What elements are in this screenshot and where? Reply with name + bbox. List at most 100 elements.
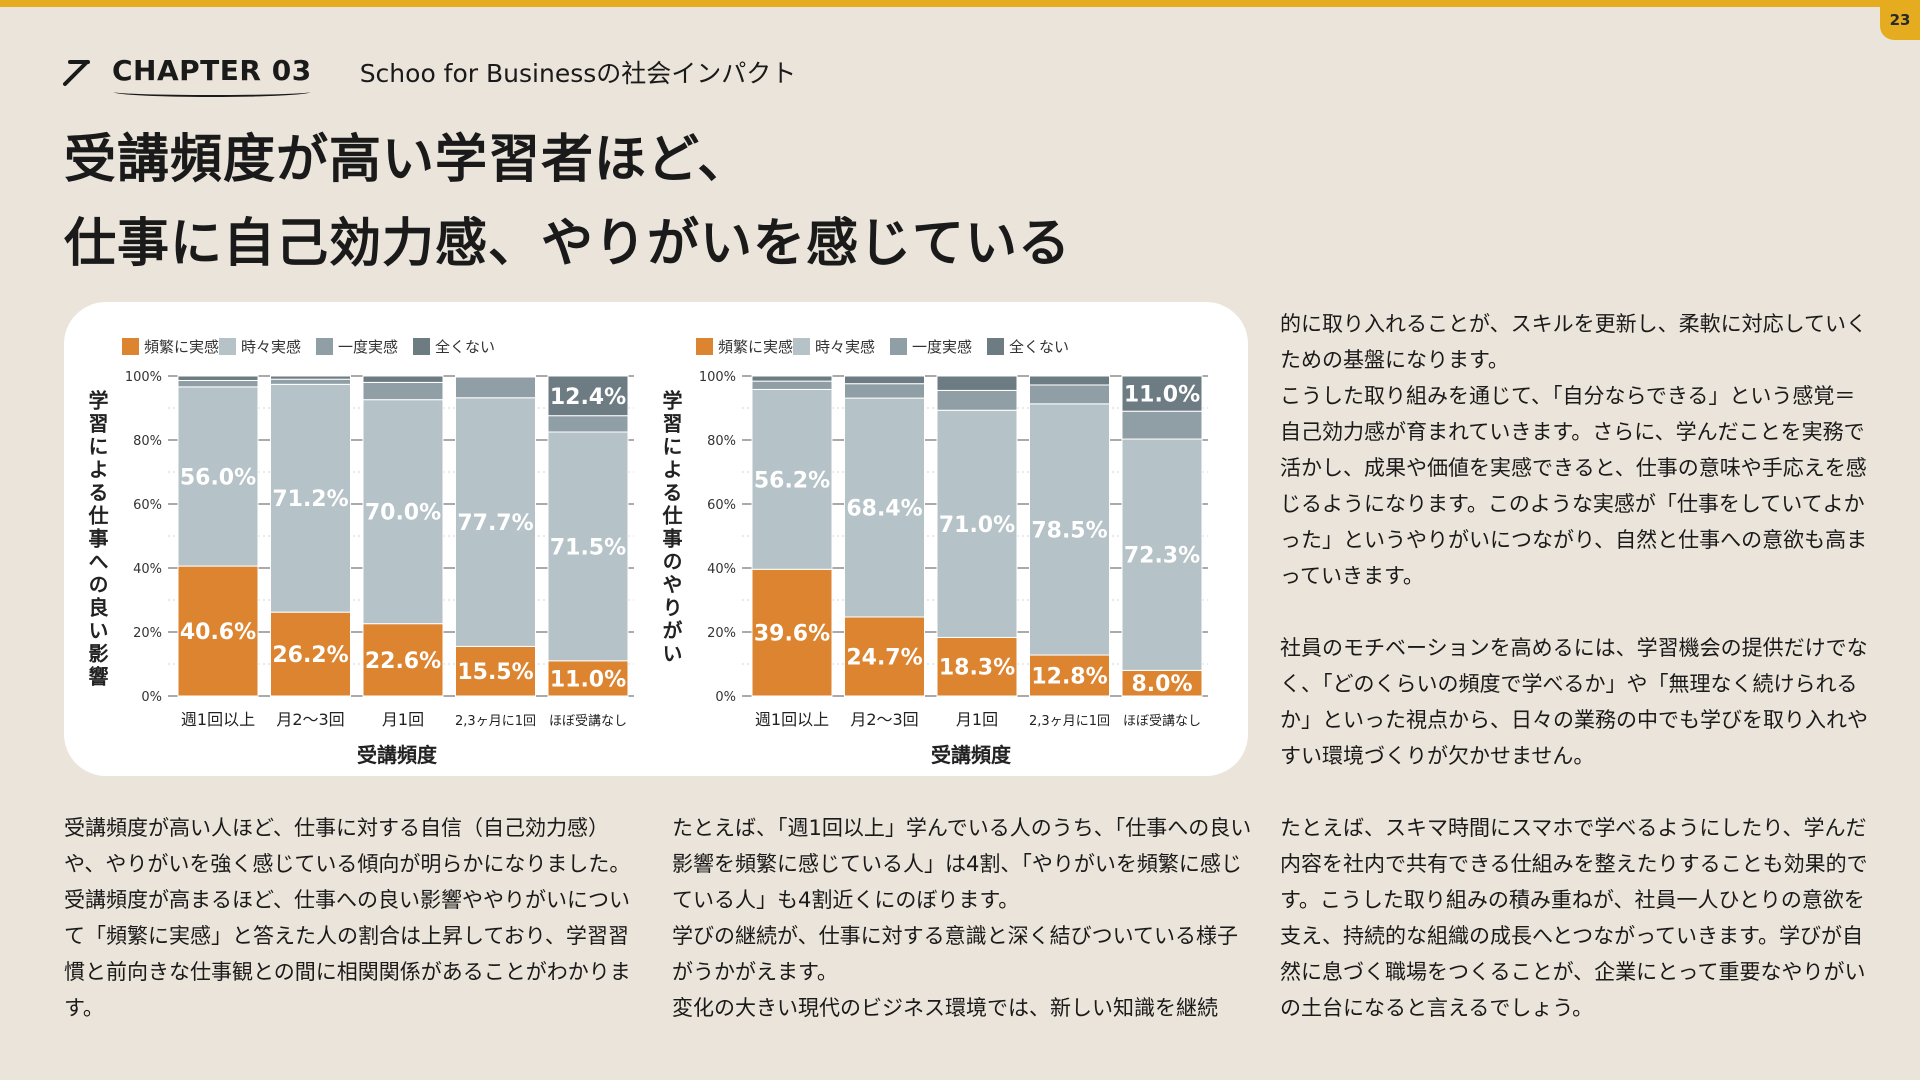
y-axis-title: 学習による仕事のやりがい xyxy=(659,389,683,666)
x-tick-label: ほぼ受講なし xyxy=(1123,713,1201,729)
data-label: 40.6% xyxy=(180,620,256,645)
y-tick-label: 0% xyxy=(715,690,736,705)
legend-swatch xyxy=(413,338,430,355)
y-tick-label: 80% xyxy=(707,434,736,449)
y-tick-label: 20% xyxy=(133,626,162,641)
bar-segment xyxy=(844,383,925,399)
bar-segment xyxy=(270,383,351,613)
y-tick-label: 80% xyxy=(133,434,162,449)
data-label: 71.2% xyxy=(272,487,348,512)
page-number: 23 xyxy=(1880,0,1920,40)
bar-segment xyxy=(936,375,1018,391)
data-label: 8.0% xyxy=(1131,672,1192,697)
bar-segment xyxy=(1121,375,1203,412)
body-text-column-3: たとえば、スキマ時間にスマホで学べるようにしたり、学んだ内容を社内で共有できる仕… xyxy=(1280,810,1870,1026)
x-tick-label: 2,3ヶ月に1回 xyxy=(455,714,536,729)
data-label: 56.0% xyxy=(180,465,256,490)
data-label: 71.0% xyxy=(939,513,1015,538)
x-axis-title: 受講頻度 xyxy=(357,743,438,767)
bar-segment xyxy=(751,380,833,390)
legend-swatch xyxy=(122,338,139,355)
page-title: 受講頻度が高い学習者ほど、 仕事に自己効力感、やりがいを感じている xyxy=(64,118,1071,286)
page-title-line-2: 仕事に自己効力感、やりがいを感じている xyxy=(64,214,1072,274)
bar-segment xyxy=(1121,410,1203,440)
y-tick-label: 60% xyxy=(707,498,736,513)
bar-segment xyxy=(936,389,1018,411)
data-label: 70.0% xyxy=(365,501,441,526)
paragraph: こうした取り組みを通じて、「自分ならできる」という感覚＝自己効力感が育まれていき… xyxy=(1280,384,1868,588)
bar-segment xyxy=(547,431,629,662)
body-text-right-top: 的に取り入れることが、スキルを更新し、柔軟に対応していくための基盤になります。こ… xyxy=(1280,306,1870,774)
bar-segment xyxy=(547,415,629,433)
legend-swatch xyxy=(793,338,810,355)
y-tick-label: 60% xyxy=(133,498,162,513)
bar-segment xyxy=(751,568,833,697)
body-text-column-2: たとえば、「週1回以上」学んでいる人のうち、「仕事への良い影響を頻繁に感じている… xyxy=(672,810,1252,1026)
data-label: 22.6% xyxy=(365,649,441,674)
bar-segment xyxy=(362,399,444,625)
y-tick-label: 100% xyxy=(125,370,162,385)
data-label: 39.6% xyxy=(754,622,830,647)
y-axis-title: 学習による仕事への良い影響 xyxy=(85,389,109,689)
bar-segment xyxy=(362,381,444,401)
x-tick-label: ほぼ受講なし xyxy=(549,713,627,729)
top-accent-bar xyxy=(0,0,1920,7)
bar-segment xyxy=(547,375,629,417)
chapter-subtitle: Schoo for Businessの社会インパクト xyxy=(359,59,797,88)
body-text-column-1: 受講頻度が高い人ほど、仕事に対する自信（自己効力感）や、やりがいを強く感じている… xyxy=(64,810,644,1026)
paragraph-gap xyxy=(1280,594,1870,630)
bar-segment xyxy=(1029,384,1110,405)
bar-segment xyxy=(547,660,629,697)
x-axis-title: 受講頻度 xyxy=(931,743,1012,767)
paragraph: 受講頻度が高い人ほど、仕事に対する自信（自己効力感）や、やりがいを強く感じている… xyxy=(64,816,631,1020)
bar-segment xyxy=(362,375,444,383)
charts-canvas: 頻繁に実感 時々実感 一度実感 全くない 0% 20% 40% 60% 80% 100% 40.6%… xyxy=(85,338,1208,767)
legend-swatch xyxy=(987,338,1004,355)
chart-card: 頻繁に実感 時々実感 一度実感 全くない 0% 20% 40% 60% 80% 100% 40.6%… xyxy=(64,302,1248,776)
x-tick-label: 月1回 xyxy=(382,710,424,729)
data-label: 12.4% xyxy=(550,385,626,410)
bar-segment xyxy=(844,616,925,697)
legend-label: 時々実感 xyxy=(815,338,875,356)
x-tick-label: 2,3ヶ月に1回 xyxy=(1029,714,1110,729)
data-label: 24.7% xyxy=(846,645,922,670)
y-tick-label: 20% xyxy=(707,626,736,641)
data-label: 56.2% xyxy=(754,468,830,493)
y-tick-label: 40% xyxy=(133,562,162,577)
x-tick-label: 月2〜3回 xyxy=(850,710,918,729)
data-label: 15.5% xyxy=(457,660,533,685)
y-tick-label: 100% xyxy=(699,370,736,385)
bar-segment xyxy=(455,397,536,647)
x-tick-label: 月1回 xyxy=(956,710,998,729)
chapter-header: CHAPTER 03 Schoo for Businessの社会インパクト xyxy=(62,52,797,97)
bar-segment xyxy=(455,375,536,378)
bar-segment xyxy=(1029,654,1110,697)
data-label: 68.4% xyxy=(846,497,922,522)
bar-segment xyxy=(1029,375,1110,386)
paragraph: 社員のモチベーションを高めるには、学習機会の提供だけでなく、「どのくらいの頻度で… xyxy=(1280,636,1868,768)
slash-arrow-icon xyxy=(63,60,90,86)
data-label: 11.0% xyxy=(1124,383,1200,408)
legend-swatch xyxy=(316,338,333,355)
bar-segment xyxy=(455,645,536,697)
bar-segment xyxy=(270,611,351,697)
bar-segment xyxy=(177,375,259,381)
paragraph: 的に取り入れることが、スキルを更新し、柔軟に対応していくための基盤になります。 xyxy=(1280,312,1867,372)
data-label: 12.8% xyxy=(1031,665,1107,690)
legend-label: 全くない xyxy=(1009,338,1069,356)
bar-segment xyxy=(177,386,259,567)
bar-segment xyxy=(177,379,259,388)
data-label: 71.5% xyxy=(550,535,626,560)
data-label: 18.3% xyxy=(939,656,1015,681)
paragraph: たとえば、「週1回以上」学んでいる人のうち、「仕事への良い影響を頻繁に感じている… xyxy=(672,816,1252,912)
bar-segment xyxy=(270,378,351,385)
bar-segment xyxy=(936,409,1018,638)
x-tick-label: 月2〜3回 xyxy=(276,710,344,729)
legend-swatch xyxy=(219,338,236,355)
data-label: 78.5% xyxy=(1031,518,1107,543)
data-label: 77.7% xyxy=(457,511,533,536)
legend-label: 頻繁に実感 xyxy=(718,338,793,356)
data-label: 11.0% xyxy=(550,667,626,692)
legend-swatch xyxy=(890,338,907,355)
bar-segment xyxy=(936,636,1018,697)
